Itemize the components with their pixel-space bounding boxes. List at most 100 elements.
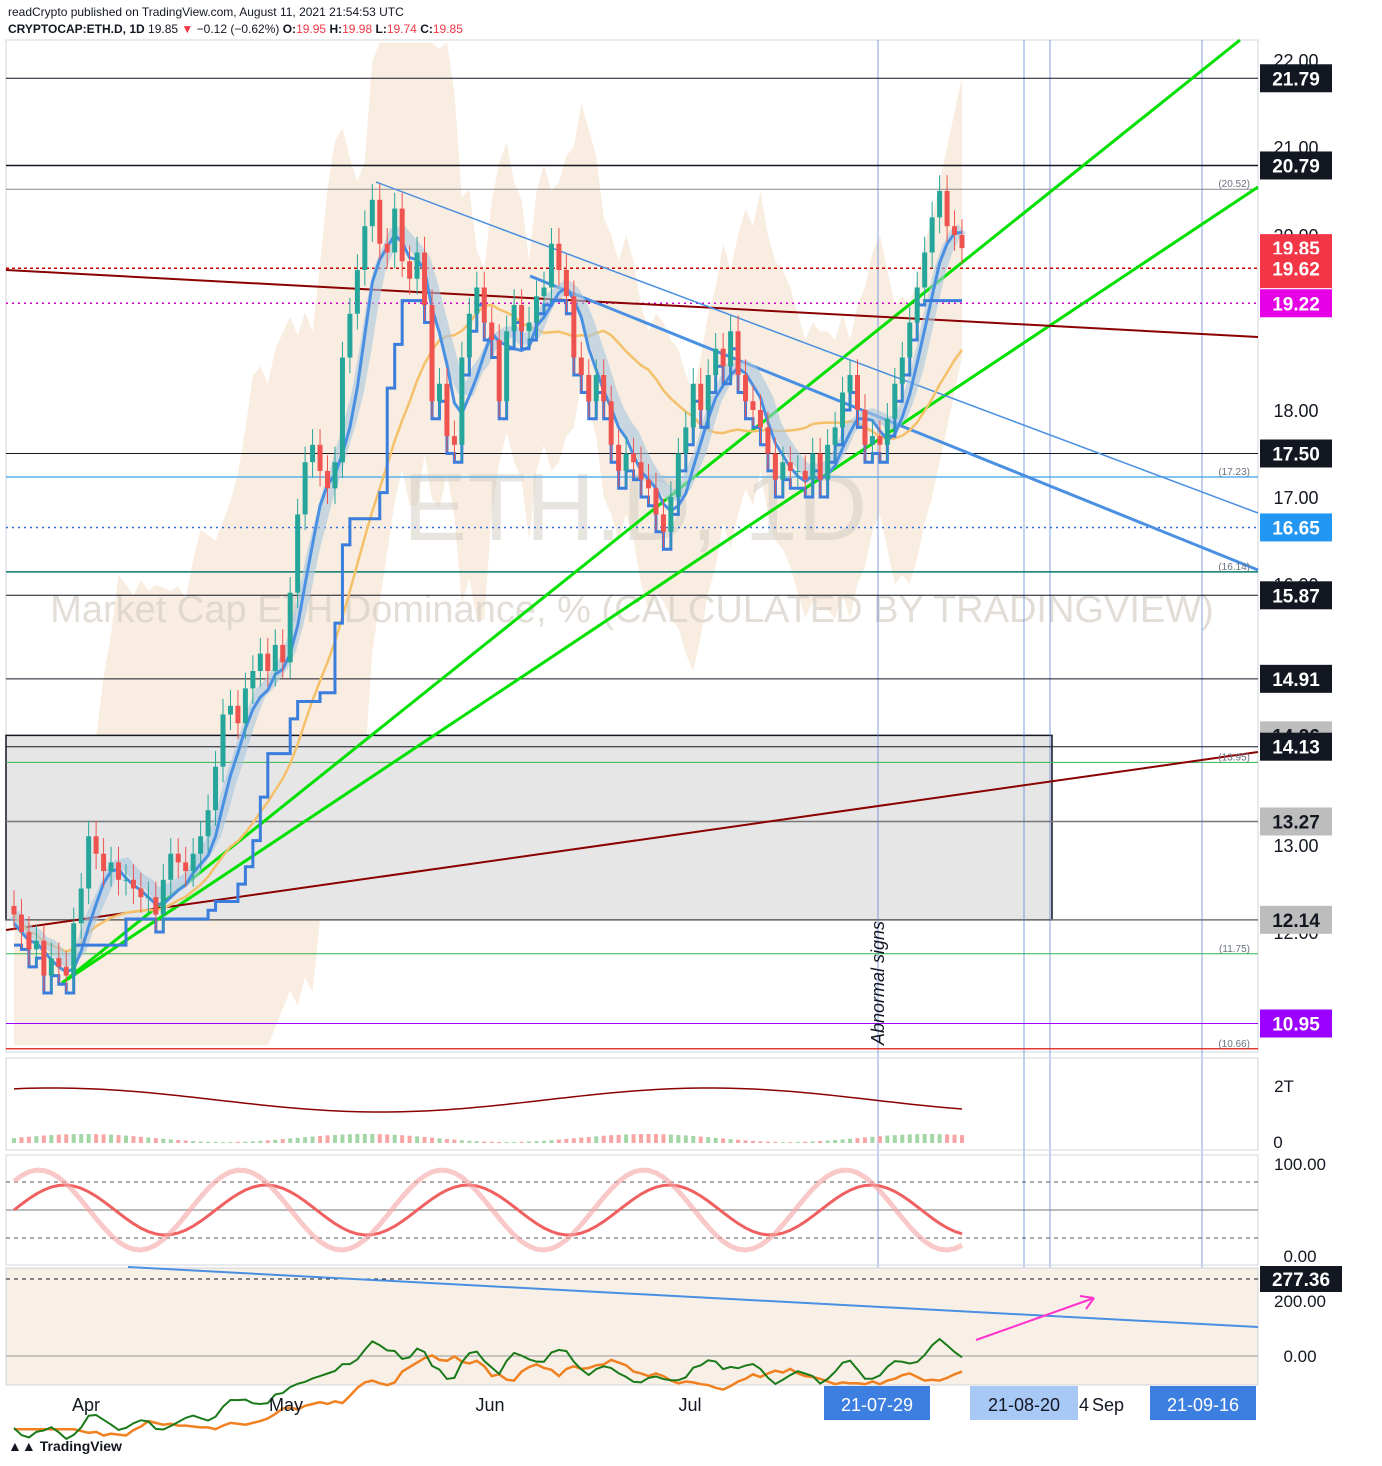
- candle-body: [272, 644, 278, 671]
- candle-body: [369, 199, 375, 227]
- candle-body: [899, 357, 905, 384]
- blue-downtrend-upper: [375, 181, 1259, 514]
- volume-bar: [519, 1141, 524, 1143]
- volume-panel-frame: [5, 1057, 1259, 1151]
- volume-bar: [198, 1141, 203, 1143]
- tradingview-logo-icon: ▲▲: [8, 1438, 36, 1454]
- stoch-tick-bottom: 0.00: [1283, 1247, 1316, 1266]
- volume-tick-bottom: 0: [1273, 1133, 1282, 1152]
- volume-bar: [168, 1139, 173, 1143]
- volume-bar: [833, 1139, 838, 1143]
- price-label-bg: [1260, 151, 1332, 180]
- price-label: 19.62: [1272, 259, 1320, 280]
- osc-signal-line: [14, 1354, 963, 1437]
- volume-bar: [265, 1140, 270, 1143]
- candle-body: [56, 958, 62, 967]
- candle-body: [168, 853, 174, 880]
- volume-bar: [706, 1137, 711, 1143]
- x-axis-label: Sep: [1092, 1395, 1124, 1415]
- volume-bar: [870, 1136, 875, 1143]
- candle-body: [145, 897, 151, 899]
- price-label: 16.65: [1272, 518, 1320, 539]
- close-value: 19.85: [432, 22, 463, 36]
- candle-body: [436, 383, 442, 402]
- candle-body: [608, 401, 614, 445]
- volume-bar: [691, 1135, 696, 1143]
- candle-body: [825, 444, 831, 480]
- volume-bar: [818, 1141, 823, 1143]
- volume-bar: [34, 1136, 39, 1143]
- candle-body: [183, 862, 189, 872]
- volume-bar: [594, 1136, 599, 1143]
- volume-bar: [161, 1138, 166, 1143]
- symbol-name[interactable]: CRYPTOCAP:ETH.D, 1D: [8, 22, 145, 36]
- candle-body: [362, 226, 368, 270]
- moving-average-orange: [13, 303, 964, 953]
- candle-body: [631, 453, 637, 463]
- candle-body: [153, 897, 159, 915]
- candle-body: [257, 653, 263, 671]
- candle-body: [48, 958, 54, 976]
- volume-bar: [564, 1138, 569, 1143]
- candle-body: [601, 375, 607, 402]
- volume-bar: [467, 1140, 472, 1143]
- volume-bar: [788, 1141, 793, 1143]
- level-tag: (20.52): [1218, 179, 1250, 190]
- volume-bar: [183, 1140, 188, 1143]
- candle-body: [235, 705, 241, 724]
- volume-bar: [945, 1134, 950, 1143]
- candle-body: [213, 766, 219, 811]
- candle-body: [854, 375, 860, 410]
- candle-body: [810, 453, 816, 480]
- candle-body: [354, 270, 360, 314]
- candle-body: [295, 514, 301, 593]
- green-trendline-upper: [61, 38, 1241, 985]
- volume-bar: [736, 1139, 741, 1143]
- x-axis-label-partial: 4: [1079, 1395, 1089, 1415]
- volume-bar: [512, 1141, 517, 1143]
- symbol-legend: CRYPTOCAP:ETH.D, 1D 19.85 ▼ −0.12 (−0.62…: [8, 22, 463, 36]
- volume-bar: [810, 1141, 815, 1143]
- volume-bar: [743, 1140, 748, 1143]
- low-value: 19.74: [386, 22, 417, 36]
- candles-layer: [11, 175, 965, 992]
- volume-bar: [295, 1137, 300, 1143]
- candle-body: [623, 453, 629, 471]
- candle-body: [929, 217, 935, 253]
- volume-bar: [191, 1141, 196, 1143]
- candle-body: [108, 862, 114, 872]
- candle-body: [593, 375, 599, 402]
- volume-bar: [273, 1139, 278, 1143]
- candle-body: [138, 888, 144, 898]
- candle-body: [802, 470, 808, 480]
- abnormal-signs-annotation: Abnormal signs: [868, 921, 888, 1046]
- publish-line: readCrypto published on TradingView.com,…: [8, 5, 404, 19]
- volume-bar: [430, 1137, 435, 1143]
- candle-body: [220, 714, 226, 767]
- volume-bar: [41, 1135, 46, 1143]
- candle-body: [392, 208, 398, 253]
- candle-body: [698, 383, 704, 410]
- candle-body: [18, 914, 24, 932]
- open-value: 19.95: [296, 22, 327, 36]
- candle-body: [377, 199, 383, 244]
- tradingview-footer[interactable]: ▲▲ TradingView: [8, 1438, 122, 1454]
- volume-bar: [213, 1141, 218, 1143]
- watermark-description: Market Cap ETH Dominance, % (CALCULATED …: [50, 589, 1214, 631]
- moving-average-blue: [12, 230, 963, 974]
- stoch-tick-top: 100.00: [1274, 1155, 1326, 1174]
- price-label-bg: [1260, 807, 1332, 836]
- volume-bar: [49, 1135, 54, 1143]
- magenta-arrow-shaft: [975, 1297, 1095, 1341]
- volume-bar: [176, 1140, 181, 1143]
- candle-body: [787, 462, 793, 471]
- volume-bar: [586, 1136, 591, 1143]
- volume-bar: [825, 1140, 830, 1143]
- dark-red-resistance-line: [5, 269, 1259, 338]
- candle-body: [101, 853, 107, 872]
- green-trendline-lower: [61, 185, 1259, 985]
- candle-body: [832, 427, 838, 445]
